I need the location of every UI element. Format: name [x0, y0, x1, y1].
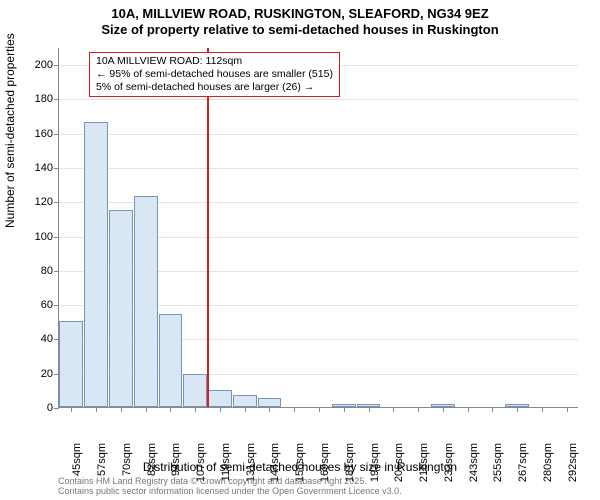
grid-line — [59, 168, 578, 169]
x-tick-mark — [170, 407, 171, 412]
x-tick-mark — [220, 407, 221, 412]
y-tick-label: 160 — [23, 128, 53, 140]
x-axis-label: Distribution of semi-detached houses by … — [0, 460, 600, 474]
y-tick-mark — [54, 305, 59, 306]
x-tick-mark — [369, 407, 370, 412]
callout-box: 10A MILLVIEW ROAD: 112sqm← 95% of semi-d… — [89, 52, 340, 97]
y-tick-label: 20 — [23, 368, 53, 380]
bar — [233, 395, 257, 407]
x-tick-mark — [393, 407, 394, 412]
chart-container: 10A, MILLVIEW ROAD, RUSKINGTON, SLEAFORD… — [0, 0, 600, 500]
bar — [134, 196, 158, 407]
grid-line — [59, 99, 578, 100]
y-tick-label: 120 — [23, 196, 53, 208]
y-tick-mark — [54, 168, 59, 169]
x-tick-mark — [344, 407, 345, 412]
x-tick-mark — [294, 407, 295, 412]
chart-title: 10A, MILLVIEW ROAD, RUSKINGTON, SLEAFORD… — [0, 6, 600, 39]
y-tick-mark — [54, 237, 59, 238]
bar — [159, 314, 183, 407]
y-tick-label: 40 — [23, 333, 53, 345]
y-tick-mark — [54, 202, 59, 203]
x-tick-mark — [567, 407, 568, 412]
x-tick-mark — [517, 407, 518, 412]
bar — [183, 374, 207, 407]
x-tick-mark — [96, 407, 97, 412]
y-tick-mark — [54, 339, 59, 340]
x-tick-mark — [71, 407, 72, 412]
callout-line: 10A MILLVIEW ROAD: 112sqm — [96, 55, 333, 68]
bar — [59, 321, 83, 407]
y-tick-label: 180 — [23, 93, 53, 105]
plot-area: 02040608010012014016018020045sqm57sqm70s… — [58, 48, 578, 408]
y-tick-label: 140 — [23, 162, 53, 174]
y-tick-mark — [54, 65, 59, 66]
x-tick-mark — [121, 407, 122, 412]
x-tick-mark — [443, 407, 444, 412]
bar — [84, 122, 108, 407]
y-tick-label: 60 — [23, 299, 53, 311]
reference-line — [207, 48, 209, 407]
x-tick-mark — [319, 407, 320, 412]
x-tick-mark — [542, 407, 543, 412]
x-tick-mark — [195, 407, 196, 412]
y-tick-label: 80 — [23, 265, 53, 277]
x-tick-mark — [492, 407, 493, 412]
y-tick-mark — [54, 134, 59, 135]
x-tick-mark — [146, 407, 147, 412]
y-tick-label: 0 — [23, 402, 53, 414]
footnote-line-1: Contains HM Land Registry data © Crown c… — [58, 476, 402, 486]
bar — [109, 210, 133, 407]
title-line-2: Size of property relative to semi-detach… — [0, 22, 600, 38]
y-tick-mark — [54, 374, 59, 375]
y-tick-mark — [54, 408, 59, 409]
callout-line: ← 95% of semi-detached houses are smalle… — [96, 68, 333, 81]
y-axis-label: Number of semi-detached properties — [3, 33, 17, 228]
x-tick-mark — [418, 407, 419, 412]
y-tick-label: 100 — [23, 231, 53, 243]
x-tick-mark — [269, 407, 270, 412]
y-tick-mark — [54, 271, 59, 272]
x-tick-mark — [468, 407, 469, 412]
y-tick-mark — [54, 99, 59, 100]
title-line-1: 10A, MILLVIEW ROAD, RUSKINGTON, SLEAFORD… — [0, 6, 600, 22]
x-tick-mark — [245, 407, 246, 412]
bar — [208, 390, 232, 407]
bar — [258, 398, 282, 407]
footnote-line-2: Contains public sector information licen… — [58, 486, 402, 496]
footnote: Contains HM Land Registry data © Crown c… — [58, 476, 402, 497]
callout-line: 5% of semi-detached houses are larger (2… — [96, 81, 333, 94]
y-tick-label: 200 — [23, 59, 53, 71]
grid-line — [59, 134, 578, 135]
